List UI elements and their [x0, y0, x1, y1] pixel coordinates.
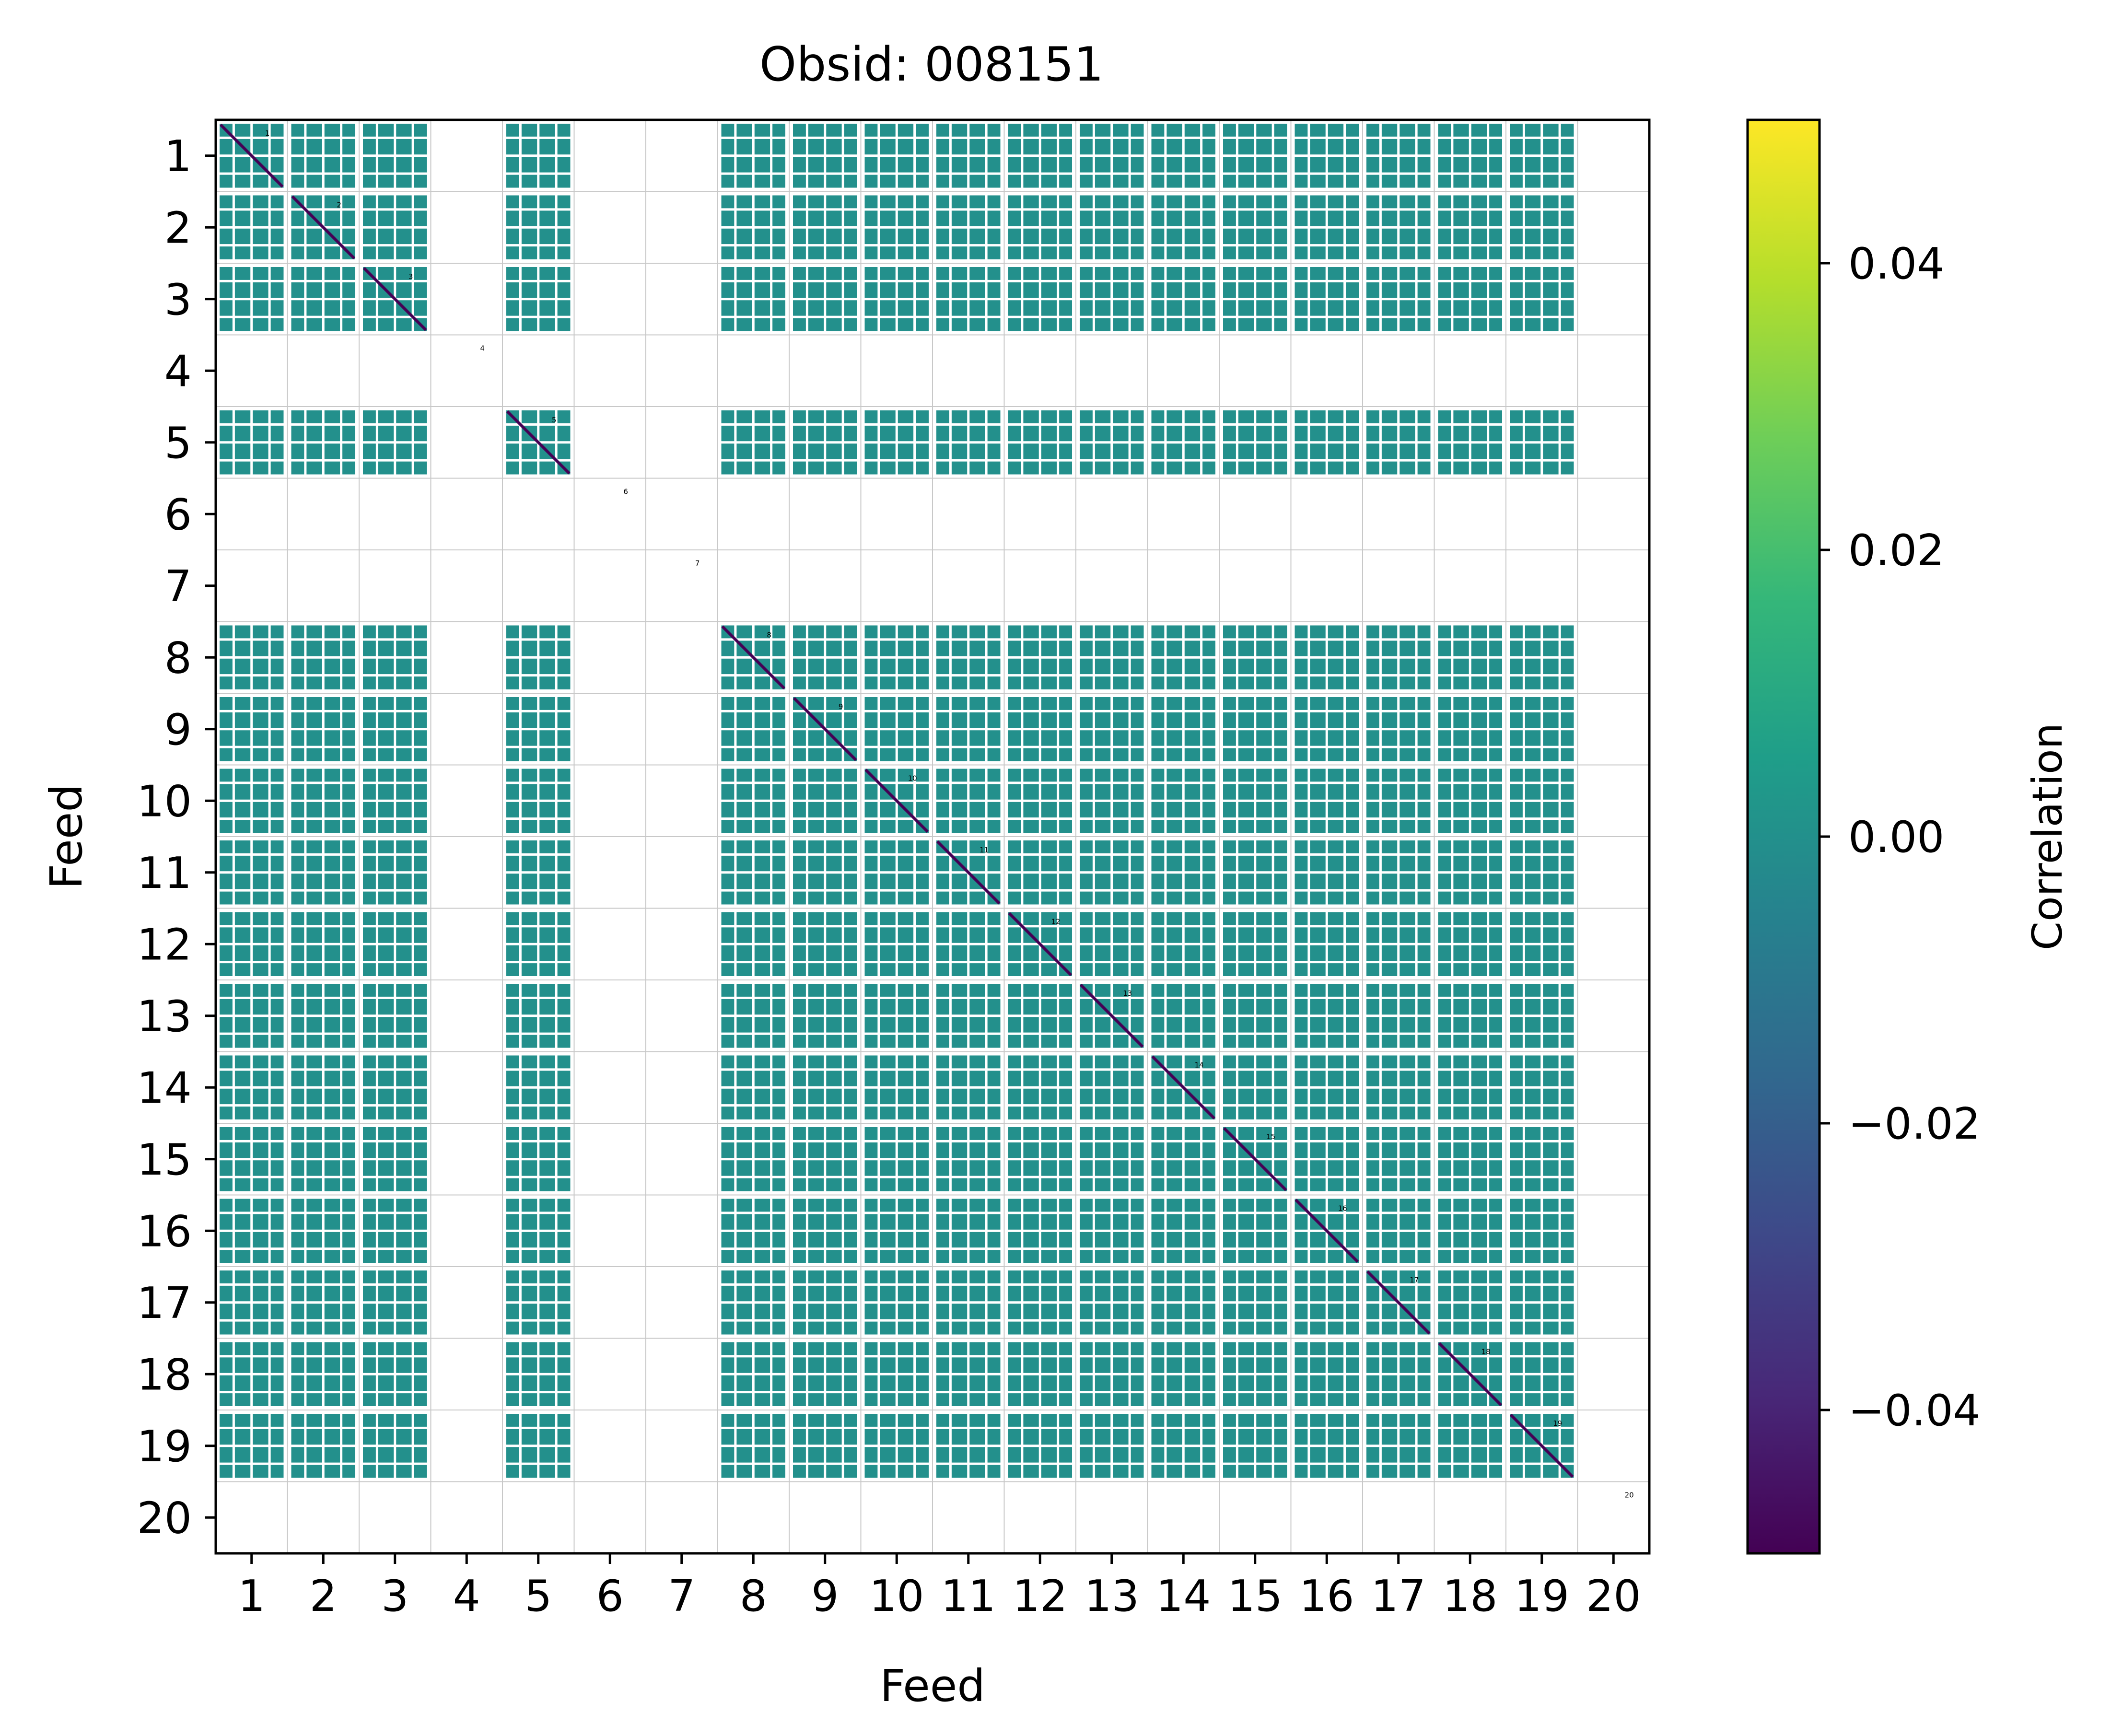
x-tick-label: 14 [1156, 1571, 1211, 1621]
y-tick-label: 5 [164, 418, 192, 468]
x-tick-label: 15 [1227, 1571, 1283, 1621]
x-tick-label: 8 [740, 1571, 767, 1621]
diagonal-label: 11 [980, 846, 989, 854]
x-tick-label: 20 [1586, 1571, 1641, 1621]
y-tick-label: 6 [164, 489, 192, 540]
diagonal-label: 19 [1553, 1419, 1562, 1428]
y-tick-label: 1 [164, 131, 192, 182]
diagonal-segment-2 [291, 195, 356, 260]
diagonal-segment-3 [362, 267, 427, 331]
y-tick-label: 19 [137, 1421, 192, 1472]
y-tick-label: 10 [137, 776, 192, 827]
x-tick-label: 18 [1443, 1571, 1498, 1621]
diagonal-label: 18 [1481, 1347, 1491, 1356]
x-tick-label: 17 [1371, 1571, 1426, 1621]
colorbar-tick-label: 0.00 [1848, 812, 1944, 862]
chart-title: Obsid: 008151 [759, 37, 1104, 92]
x-tick-label: 3 [381, 1571, 408, 1621]
diagonal-segment-1 [219, 123, 284, 188]
diagonal-label: 5 [552, 416, 557, 424]
diagonal-label: 14 [1195, 1060, 1204, 1069]
y-tick-label: 15 [137, 1135, 192, 1185]
colorbar-tick-label: −0.02 [1848, 1099, 1981, 1149]
diagonal-label: 13 [1123, 989, 1132, 998]
y-tick-label: 9 [164, 705, 192, 755]
y-tick-label: 2 [164, 203, 192, 253]
x-tick-label: 1 [238, 1571, 265, 1621]
diagonal-segment-11 [936, 840, 1001, 905]
colorbar-tick-label: 0.02 [1848, 525, 1944, 576]
x-tick-label: 9 [811, 1571, 839, 1621]
x-tick-label: 7 [668, 1571, 695, 1621]
diagonal-segment-8 [721, 625, 786, 690]
diagonal-segment-15 [1223, 1127, 1287, 1191]
y-axis-label: Feed [41, 784, 92, 889]
diagonal-label: 4 [480, 344, 485, 352]
x-tick-label: 4 [453, 1571, 480, 1621]
x-tick-label: 2 [310, 1571, 337, 1621]
diagonal-segment-9 [793, 697, 857, 761]
heatmap-diagonal [219, 123, 1574, 1478]
diagonal-label: 7 [695, 559, 700, 568]
diagonal-label: 2 [337, 200, 341, 209]
diagonal-segment-18 [1438, 1342, 1503, 1407]
x-axis-ticks: 1 2 3 4 5 6 7 8 9 10 11 12 13 14 15 16 17 18 19 20 [238, 1553, 1641, 1621]
diagonal-segment-16 [1295, 1199, 1359, 1263]
diagonal-label: 9 [839, 702, 843, 711]
colorbar-ticks: −0.04 −0.02 0.00 0.02 0.04 [1819, 239, 1981, 1436]
y-tick-label: 20 [137, 1493, 192, 1543]
diagonal-label: 16 [1338, 1204, 1347, 1212]
diagonal-label: 6 [623, 487, 628, 496]
diagonal-segment-13 [1079, 983, 1144, 1048]
diagonal-label: 3 [408, 272, 413, 281]
x-tick-label: 12 [1013, 1571, 1068, 1621]
diagonal-label: 10 [908, 774, 917, 782]
diagonal-label: 20 [1625, 1491, 1634, 1499]
colorbar-tick-label: 0.04 [1848, 239, 1944, 289]
diagonal-label: 17 [1410, 1276, 1419, 1284]
colorbar-label: Correlation [2024, 723, 2072, 950]
y-tick-label: 7 [164, 561, 192, 612]
x-tick-label: 13 [1084, 1571, 1139, 1621]
diagonal-label: 8 [767, 630, 771, 639]
diagonal-segment-19 [1509, 1413, 1574, 1478]
y-tick-label: 4 [164, 346, 192, 396]
y-tick-label: 18 [137, 1350, 192, 1400]
diagonal-segment-14 [1151, 1055, 1216, 1120]
colorbar: −0.04 −0.02 0.00 0.02 0.04 Correlation [1746, 118, 2072, 1555]
diagonal-segment-12 [1008, 912, 1073, 977]
y-tick-label: 12 [137, 920, 192, 970]
x-axis-label: Feed [880, 1660, 985, 1712]
x-tick-label: 16 [1299, 1571, 1354, 1621]
y-tick-label: 8 [164, 633, 192, 683]
diagonal-label: 12 [1051, 917, 1061, 926]
diagonal-label: 15 [1266, 1132, 1275, 1141]
diagonal-segment-10 [864, 769, 929, 833]
colorbar-tick-label: −0.04 [1848, 1386, 1981, 1436]
y-tick-label: 16 [137, 1206, 192, 1257]
y-tick-label: 11 [137, 848, 192, 898]
y-tick-label: 17 [137, 1278, 192, 1328]
x-tick-label: 6 [596, 1571, 624, 1621]
x-tick-label: 10 [869, 1571, 924, 1621]
plot-frame [214, 118, 1651, 1555]
x-tick-label: 19 [1514, 1571, 1569, 1621]
diagonal-label: 1 [265, 129, 270, 138]
y-tick-label: 13 [137, 991, 192, 1042]
heatmap-gridlines [216, 120, 1649, 1553]
colorbar-gradient [1748, 120, 1819, 1553]
diagonal-segment-5 [506, 410, 571, 475]
x-tick-label: 11 [941, 1571, 996, 1621]
y-tick-label: 14 [137, 1063, 192, 1113]
diagonal-segment-17 [1366, 1270, 1431, 1335]
y-tick-label: 3 [164, 275, 192, 325]
x-tick-label: 5 [525, 1571, 552, 1621]
